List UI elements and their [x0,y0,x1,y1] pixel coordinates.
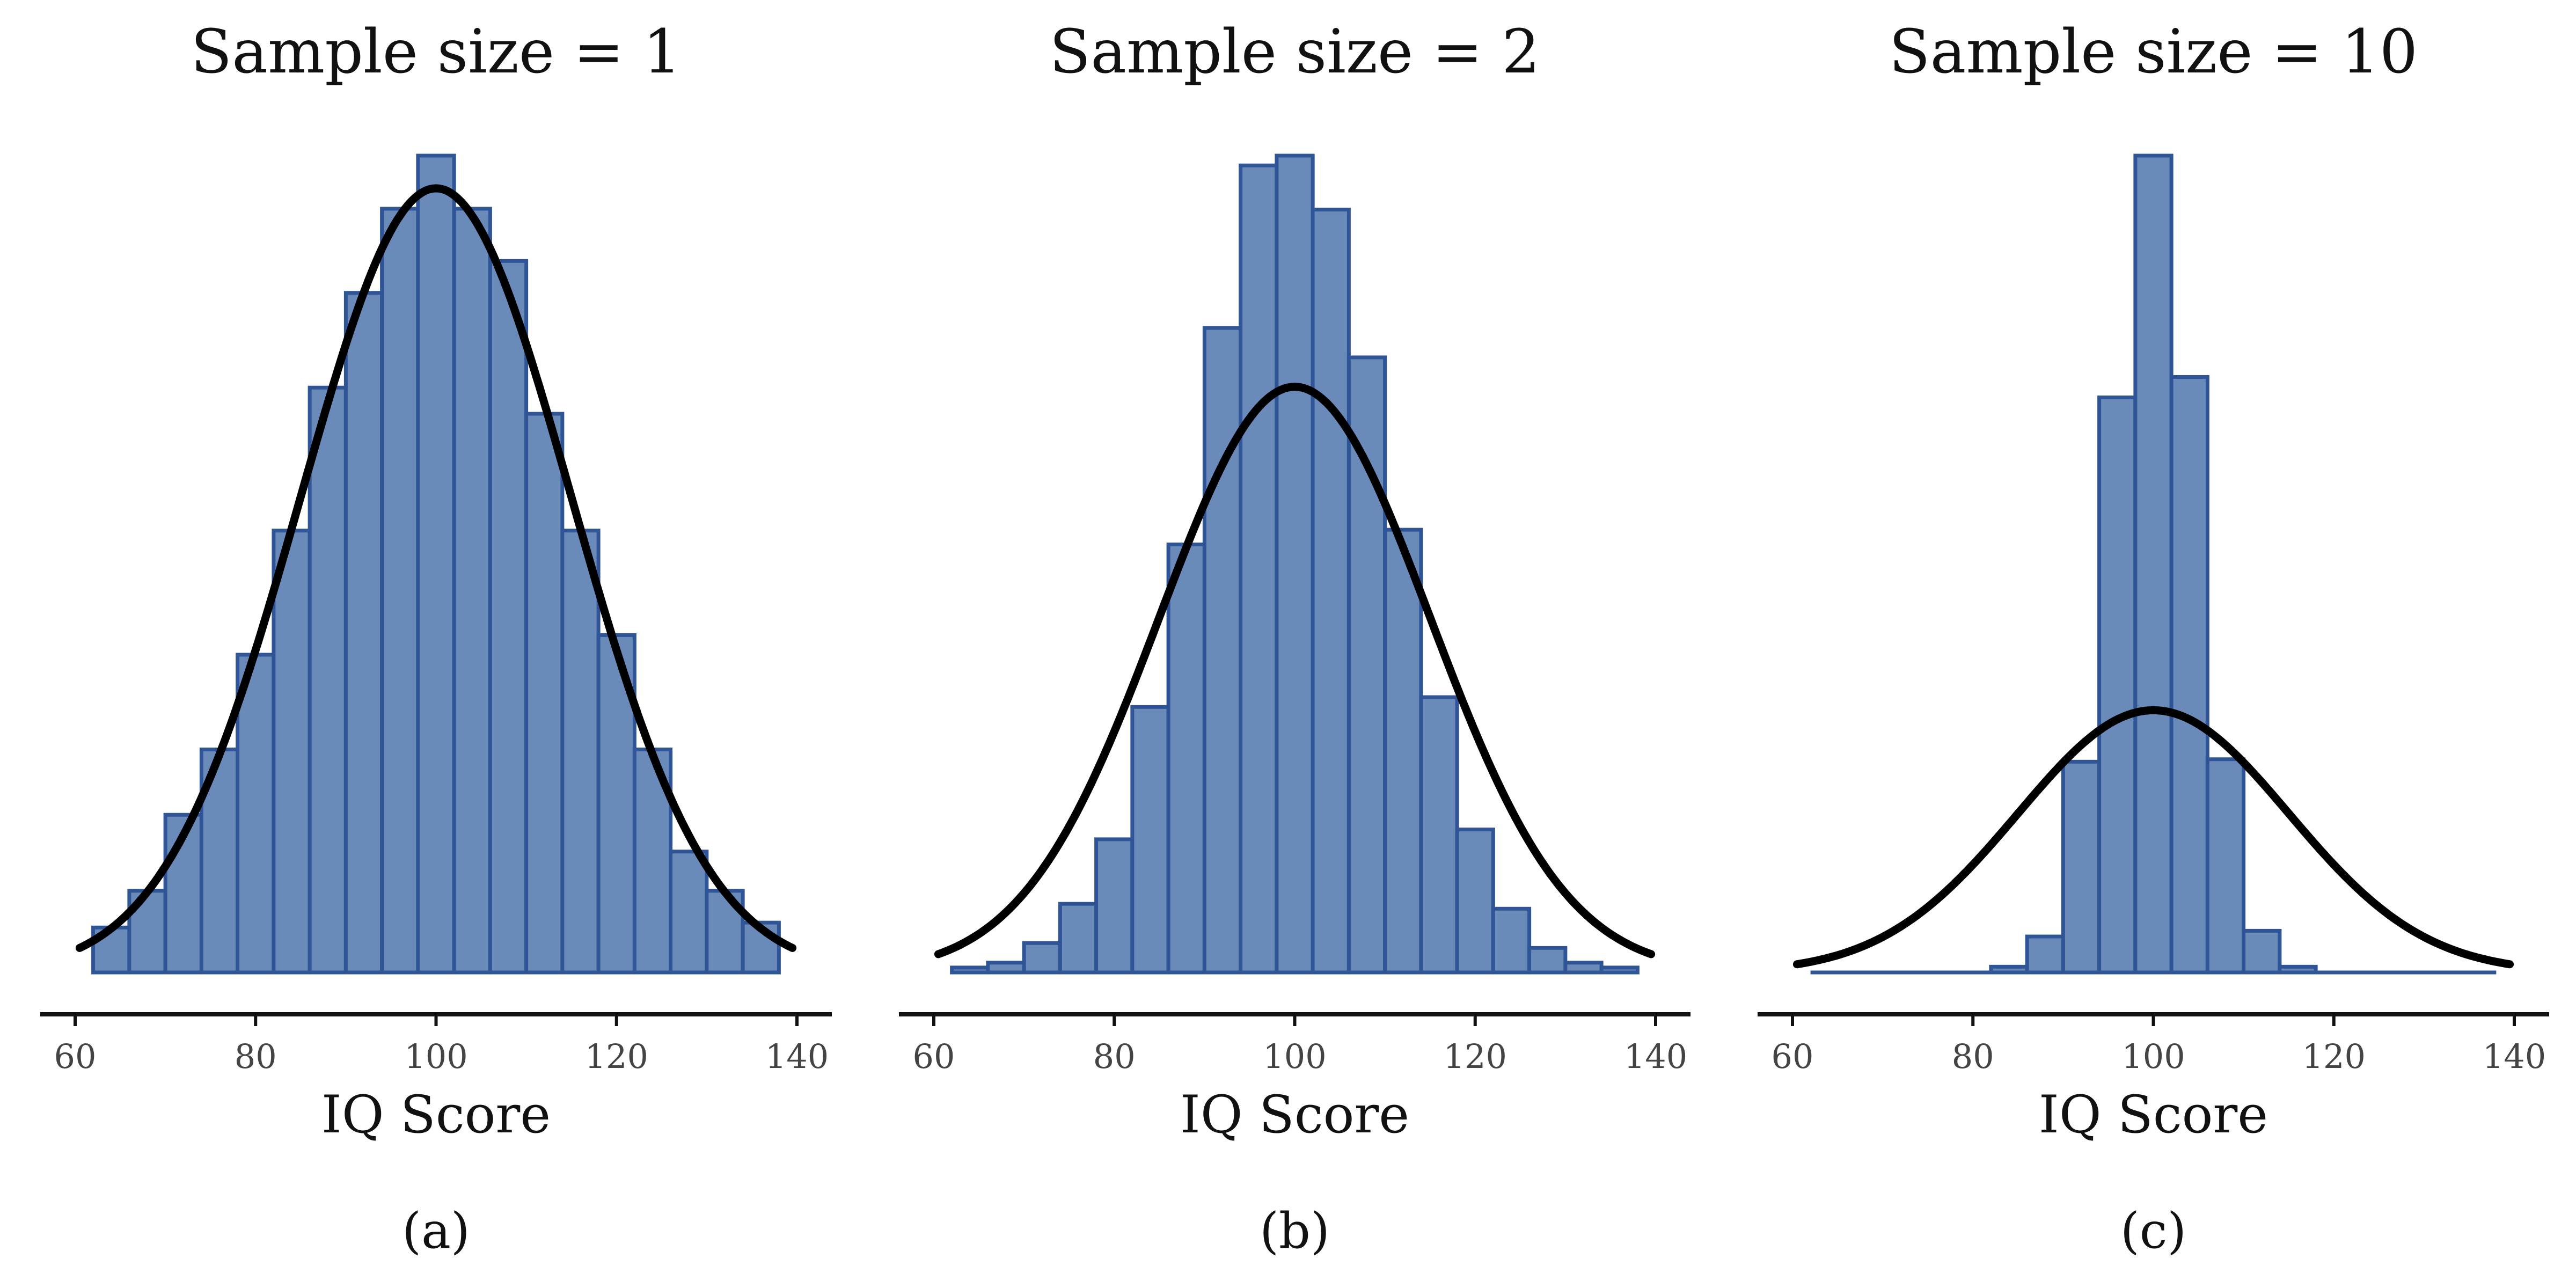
panel-caption: (b) [1260,1202,1330,1260]
histogram-bar [452,207,492,975]
histogram-bars [1810,153,2497,975]
histogram-bar [2061,759,2102,975]
histogram-bar [1346,355,1387,975]
histogram-bar [2205,757,2246,975]
histogram-bar [1491,906,1532,975]
normal-curve [1792,706,2514,969]
histogram-bar [1202,326,1243,975]
histogram-bar [1058,902,1099,975]
x-tick-label: 140 [1624,1037,1687,1076]
x-tick-label: 60 [913,1037,955,1076]
x-tick-label: 80 [1952,1037,1994,1076]
histogram-bar [2097,396,2138,975]
histogram-bar [669,850,709,975]
x-tick-label: 120 [585,1037,648,1076]
x-axis-label: IQ Score [2039,1085,2268,1145]
x-tick-label: 80 [1093,1037,1136,1076]
x-tick-label: 140 [765,1037,829,1076]
x-tick-label: 100 [2121,1037,2185,1076]
x-tick-label: 60 [54,1037,97,1076]
histogram-bar [236,653,276,975]
histogram-bar [2242,928,2282,975]
histogram-bar [1527,946,1568,975]
x-tick-label: 80 [235,1037,277,1076]
x-tick-label: 60 [1772,1037,1814,1076]
histogram-bars [91,153,781,975]
histogram-bar [343,291,384,975]
x-tick-label: 120 [2302,1037,2366,1076]
histogram-bar [1383,528,1423,975]
histogram-bar [560,529,601,975]
normal-curve [934,383,1656,958]
x-axis-label: IQ Score [1180,1085,1409,1145]
x-tick-label: 120 [1444,1037,1507,1076]
chart-title: Sample size = 10 [1889,17,2418,87]
panel-a: Sample size = 1 60 80 100 120 140 IQ Score (a) [40,17,832,1260]
histogram-bar [524,412,565,975]
histogram-bar [1275,153,1315,975]
histogram-bar [1239,163,1279,975]
x-axis-label: IQ Score [321,1085,551,1145]
panel-b: Sample size = 2 60 80 100 120 140 IQ Score (b) [899,17,1690,1260]
histogram-bar [1022,941,1062,975]
x-tick-label: 140 [2483,1037,2546,1076]
panel-c: Sample size = 10 60 80 100 120 140 IQ Score (c) [1758,17,2549,1260]
histogram-bar [488,259,529,975]
histogram-bar [416,153,456,975]
histogram-bar [272,529,312,975]
chart-title: Sample size = 2 [1050,17,1540,87]
panel-caption: (c) [2120,1202,2186,1260]
histogram-bar [2169,375,2209,975]
histogram-bar [2025,934,2065,975]
histogram-bar [1455,828,1495,975]
panel-caption: (a) [402,1202,470,1260]
histogram-bar [1130,705,1170,975]
x-tick-label: 100 [1263,1037,1326,1076]
histogram-bar [1166,542,1206,975]
chart-title: Sample size = 1 [191,17,682,87]
histogram-bar [1311,207,1351,975]
histogram-bar [1094,837,1135,975]
histogram-bar [380,207,420,975]
histogram-bar [308,385,348,975]
histogram-bar [2133,153,2174,975]
histogram-bar [1419,695,1459,975]
normal-curve [75,184,797,952]
x-tick-label: 100 [404,1037,467,1076]
